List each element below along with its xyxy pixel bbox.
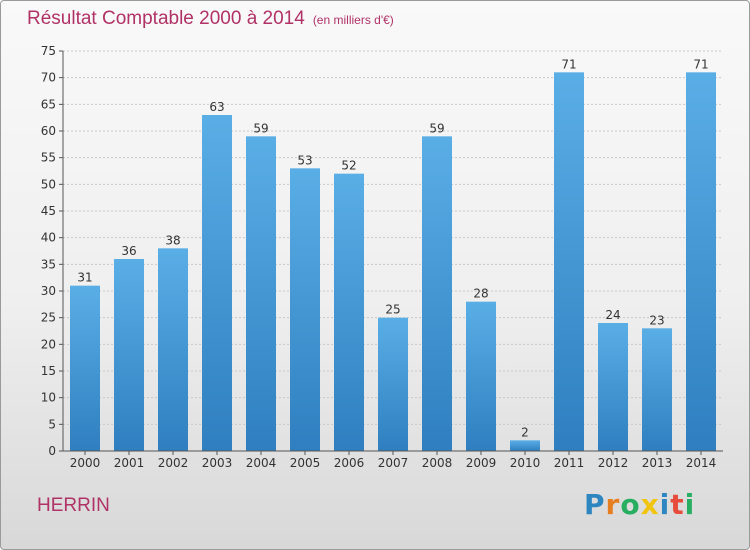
logo-letter: P	[584, 488, 606, 521]
bar-2000	[70, 285, 100, 451]
x-tick-label-2010: 2010	[510, 456, 541, 470]
y-tick-label: 65	[41, 97, 56, 111]
logo-letter: t	[670, 488, 685, 521]
y-tick-label: 50	[41, 177, 56, 191]
y-tick-label: 55	[41, 151, 56, 165]
bar-2011	[554, 72, 584, 451]
proxiti-logo[interactable]: Proxiti	[584, 488, 695, 521]
y-tick-label: 60	[41, 124, 56, 138]
data-label-2007: 25	[385, 303, 400, 317]
y-tick-label: 25	[41, 311, 56, 325]
bar-2010	[510, 440, 540, 451]
data-label-2004: 59	[253, 121, 268, 135]
y-tick-label: 75	[41, 44, 56, 58]
data-label-2003: 63	[209, 100, 224, 114]
y-tick-label: 15	[41, 364, 56, 378]
y-tick-label: 35	[41, 257, 56, 271]
bars: 31 36 38 63 59 53 52 25 59 28 2 71 24 23 71	[70, 57, 716, 452]
data-label-2000: 31	[77, 271, 92, 285]
logo-letter: i	[684, 488, 696, 521]
chart-title: Résultat Comptable 2000 à 2014 (en millie…	[27, 8, 394, 30]
bar-2012	[598, 323, 628, 451]
data-label-2008: 59	[429, 121, 444, 135]
chart-subtitle: (en milliers d'€)	[312, 13, 394, 27]
logo-letter: o	[620, 488, 641, 521]
bar-2004	[246, 136, 276, 452]
y-tick-label: 70	[41, 71, 56, 85]
x-tick-label-2011: 2011	[554, 456, 585, 470]
x-tick-label-2002: 2002	[158, 456, 189, 470]
title-text: Résultat Comptable 2000 à 2014	[27, 8, 305, 29]
y-tick-label: 20	[41, 337, 56, 351]
bar-2013	[642, 328, 672, 451]
logo-letter: x	[640, 488, 660, 521]
x-tick-label-2003: 2003	[202, 456, 233, 470]
commune-name: HERRIN	[37, 495, 110, 516]
bar-2006	[334, 173, 364, 451]
data-label-2010: 2	[521, 425, 529, 439]
data-label-2002: 38	[165, 233, 180, 247]
data-label-2011: 71	[561, 57, 576, 71]
y-axis: 0 5 10 15 20 25 30 35 40 45 50 55 60 65 70 75	[41, 44, 64, 458]
data-label-2001: 36	[121, 244, 136, 258]
logo-letter: r	[605, 488, 621, 521]
x-tick-label-2000: 2000	[70, 456, 101, 470]
bar-2014	[686, 72, 716, 451]
logo-letter: i	[659, 488, 671, 521]
x-axis: 2000 2001 2002 2003 2004 2005 2006 2007 2008 2009…	[63, 450, 723, 470]
data-label-2006: 52	[341, 159, 356, 173]
x-tick-label-2007: 2007	[378, 456, 409, 470]
data-label-2012: 24	[605, 308, 620, 322]
x-tick-label-2004: 2004	[246, 456, 277, 470]
x-tick-label-2006: 2006	[334, 456, 365, 470]
x-tick-label-2009: 2009	[466, 456, 497, 470]
bar-2005	[290, 168, 320, 452]
bar-2001	[114, 259, 144, 451]
y-tick-label: 40	[41, 231, 56, 245]
x-tick-label-2012: 2012	[598, 456, 629, 470]
y-tick-label: 5	[48, 417, 56, 431]
data-label-2013: 23	[649, 313, 664, 327]
data-label-2009: 28	[473, 287, 488, 301]
data-label-2014: 71	[693, 57, 708, 71]
bar-2007	[378, 317, 408, 451]
x-tick-label-2008: 2008	[422, 456, 453, 470]
bar-2003	[202, 115, 232, 451]
x-tick-label-2013: 2013	[642, 456, 673, 470]
x-tick-label-2001: 2001	[114, 456, 145, 470]
y-tick-label: 45	[41, 204, 56, 218]
bar-2008	[422, 136, 452, 452]
bar-2009	[466, 301, 496, 451]
y-tick-label: 30	[41, 284, 56, 298]
y-tick-label: 0	[48, 444, 56, 458]
bar-2002	[158, 248, 188, 451]
data-label-2005: 53	[297, 153, 312, 167]
x-tick-label-2005: 2005	[290, 456, 321, 470]
y-tick-label: 10	[41, 391, 56, 405]
x-tick-label-2014: 2014	[686, 456, 717, 470]
